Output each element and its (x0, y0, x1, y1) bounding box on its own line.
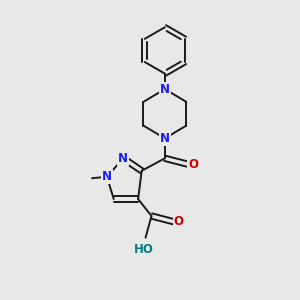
Text: O: O (174, 215, 184, 228)
Text: N: N (160, 132, 170, 145)
Text: N: N (160, 82, 170, 96)
Text: HO: HO (134, 243, 154, 256)
Text: O: O (188, 158, 198, 171)
Text: N: N (102, 170, 112, 183)
Text: N: N (118, 152, 128, 165)
